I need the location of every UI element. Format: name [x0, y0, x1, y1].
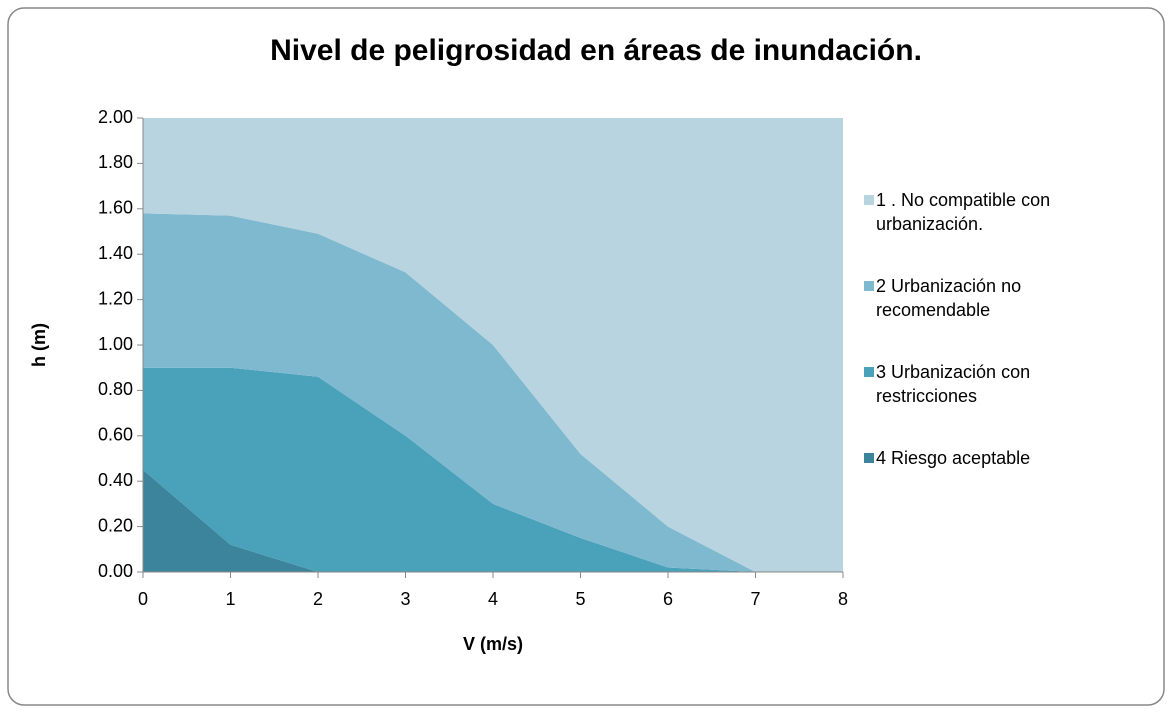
y-axis-label: h (m) — [29, 323, 49, 367]
x-tick-label: 1 — [225, 589, 235, 609]
legend-item: 1 . No compatible con urbanización. — [864, 188, 1134, 236]
area — [143, 118, 843, 572]
legend-label: 3 Urbanización con restricciones — [876, 362, 1031, 406]
x-tick-label: 5 — [575, 589, 585, 609]
legend-label: 2 Urbanización no recomendable — [876, 276, 1022, 320]
y-tick-label: 1.40 — [98, 243, 133, 263]
legend-item: 2 Urbanización no recomendable — [864, 274, 1134, 322]
legend-item: 3 Urbanización con restricciones — [864, 360, 1134, 408]
legend-swatch — [864, 281, 874, 291]
chart-title: Nivel de peligrosidad en áreas de inunda… — [270, 34, 922, 67]
y-tick-label: 1.20 — [98, 288, 133, 308]
legend: 1 . No compatible con urbanización. 2 Urb… — [864, 188, 1134, 508]
y-tick-label: 0.40 — [98, 470, 133, 490]
x-tick-label: 8 — [838, 589, 848, 609]
x-axis-label: V (m/s) — [463, 634, 523, 654]
y-tick-label: 0.80 — [98, 379, 133, 399]
x-tick-label: 7 — [750, 589, 760, 609]
legend-label: 1 . No compatible con urbanización. — [876, 190, 1051, 234]
legend-label: 4 Riesgo aceptable — [876, 448, 1031, 468]
area — [143, 213, 843, 572]
x-tick-label: 0 — [138, 589, 148, 609]
area — [143, 367, 843, 572]
legend-swatch — [864, 195, 874, 205]
area — [143, 469, 843, 572]
y-tick-label: 0.60 — [98, 425, 133, 445]
x-tick-label: 6 — [663, 589, 673, 609]
legend-swatch — [864, 367, 874, 377]
y-tick-label: 1.00 — [98, 334, 133, 354]
x-tick-label: 3 — [400, 589, 410, 609]
y-tick-label: 0.20 — [98, 515, 133, 535]
y-tick-label: 2.00 — [98, 107, 133, 127]
y-tick-label: 1.80 — [98, 152, 133, 172]
legend-item: 4 Riesgo aceptable — [864, 446, 1134, 470]
x-tick-label: 2 — [313, 589, 323, 609]
legend-swatch — [864, 453, 874, 463]
y-tick-label: 1.60 — [98, 198, 133, 218]
y-tick-label: 0.00 — [98, 561, 133, 581]
x-tick-label: 4 — [488, 589, 498, 609]
